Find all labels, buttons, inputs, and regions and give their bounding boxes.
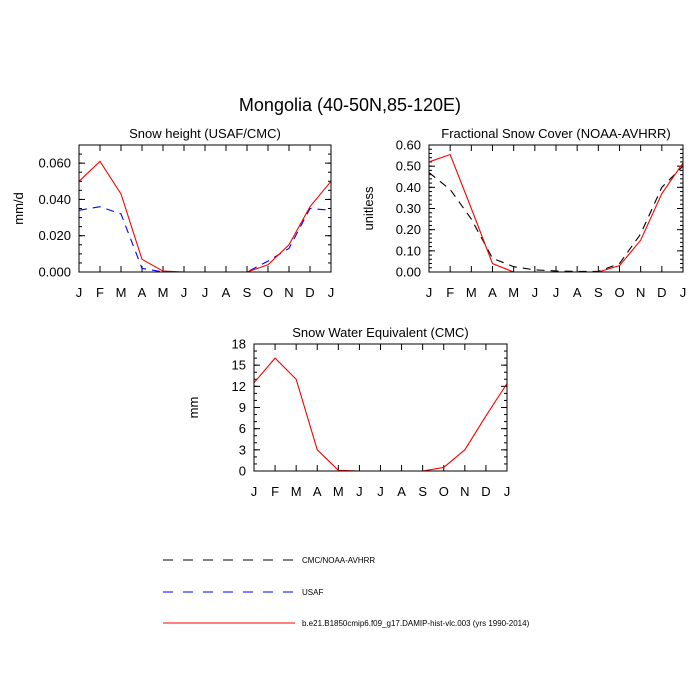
x-tick-label: A xyxy=(313,484,322,499)
x-tick-label: A xyxy=(138,285,147,300)
x-tick-label: N xyxy=(460,484,469,499)
y-axis-label: unitless xyxy=(361,186,376,231)
y-tick-label: 0.000 xyxy=(38,265,71,280)
legend-label: USAF xyxy=(302,588,323,597)
plot-frame xyxy=(428,144,684,273)
x-tick-label: J xyxy=(377,484,384,499)
legend: CMC/NOAA-AVHRR USAF b.e21.B1850cmip6.f09_g… xyxy=(163,556,530,628)
legend-entry: b.e21.B1850cmip6.f09_g17.DAMIP-hist-vlc.… xyxy=(163,619,530,628)
figure-title: Mongolia (40-50N,85-120E) xyxy=(239,95,461,115)
chart-title: Snow Water Equivalent (CMC) xyxy=(292,325,469,340)
y-tick-label: 12 xyxy=(232,379,246,394)
x-tick-label: J xyxy=(251,484,258,499)
y-tick-label: 0.20 xyxy=(396,222,421,237)
plot-frame xyxy=(253,343,508,472)
legend-entry: CMC/NOAA-AVHRR xyxy=(163,556,375,565)
x-tick-label: F xyxy=(96,285,104,300)
x-tick-label: J xyxy=(202,285,209,300)
x-tick-label: J xyxy=(328,285,335,300)
x-tick-label: S xyxy=(418,484,427,499)
plot-frame xyxy=(78,144,332,273)
series-line-cmc-noaa-avhrr xyxy=(428,165,684,272)
x-tick-label: M xyxy=(158,285,169,300)
x-tick-label: S xyxy=(594,285,603,300)
y-tick-label: 3 xyxy=(239,442,246,457)
chart-panel-2: Fractional Snow Cover (NOAA-AVHRR) unitle… xyxy=(361,126,686,300)
y-tick-label: 0.040 xyxy=(38,192,71,207)
y-tick-label: 0.40 xyxy=(396,180,421,195)
x-tick-label: J xyxy=(532,285,539,300)
y-tick-label: 6 xyxy=(239,421,246,436)
x-tick-label: M xyxy=(508,285,519,300)
y-tick-label: 0.00 xyxy=(396,265,421,280)
x-tick-label: A xyxy=(573,285,582,300)
x-tick-label: J xyxy=(553,285,560,300)
y-tick-label: 0 xyxy=(239,464,246,479)
x-tick-label: J xyxy=(76,285,83,300)
y-tick-label: 0.60 xyxy=(396,138,421,153)
x-tick-label: D xyxy=(481,484,490,499)
y-axis-label: mm/d xyxy=(11,192,26,225)
y-tick-label: 9 xyxy=(239,400,246,415)
x-tick-label: O xyxy=(263,285,273,300)
x-tick-label: J xyxy=(181,285,188,300)
x-tick-label: N xyxy=(284,285,293,300)
chart-panel-3: Snow Water Equivalent (CMC) mm 0 3 6 9 12 15 18 J… xyxy=(186,325,510,499)
chart-title: Snow height (USAF/CMC) xyxy=(129,126,281,141)
y-tick-label: 0.020 xyxy=(38,228,71,243)
x-tick-label: A xyxy=(397,484,406,499)
x-tick-label: M xyxy=(333,484,344,499)
y-tick-label: 0.50 xyxy=(396,159,421,174)
y-tick-label: 0.30 xyxy=(396,201,421,216)
x-tick-label: J xyxy=(426,285,433,300)
x-tick-label: A xyxy=(222,285,231,300)
legend-label: b.e21.B1850cmip6.f09_g17.DAMIP-hist-vlc.… xyxy=(302,619,530,628)
x-tick-label: J xyxy=(504,484,511,499)
y-tick-label: 0.060 xyxy=(38,156,71,171)
x-tick-label: A xyxy=(488,285,497,300)
x-tick-label: F xyxy=(271,484,279,499)
chart-panel-1: Snow height (USAF/CMC) mm/d 0.000 0.020 0.04… xyxy=(11,126,334,300)
series-line-b-e21-b1850cmip6-f09-g17-damip-hist-vlc-003-yrs-1990-2014 xyxy=(253,357,508,472)
chart-panels: Snow height (USAF/CMC)mm/d0.0000.0200.04… xyxy=(11,126,686,499)
series-line-b-e21-b1850cmip6-f09-g17-damip-hist-vlc-003-yrs-1990-2014 xyxy=(78,160,332,273)
legend-entry: USAF xyxy=(163,588,323,597)
x-tick-label: J xyxy=(680,285,687,300)
x-tick-label: O xyxy=(439,484,449,499)
x-tick-label: D xyxy=(657,285,666,300)
x-tick-label: O xyxy=(614,285,624,300)
x-tick-label: F xyxy=(446,285,454,300)
series-line-usaf xyxy=(78,206,332,273)
x-tick-label: N xyxy=(636,285,645,300)
x-tick-label: S xyxy=(243,285,252,300)
y-tick-label: 0.10 xyxy=(396,243,421,258)
chart-title: Fractional Snow Cover (NOAA-AVHRR) xyxy=(441,126,670,141)
x-tick-label: D xyxy=(305,285,314,300)
x-tick-label: J xyxy=(356,484,363,499)
y-tick-label: 18 xyxy=(232,337,246,352)
x-tick-label: M xyxy=(466,285,477,300)
y-tick-label: 15 xyxy=(232,358,246,373)
x-tick-label: M xyxy=(116,285,127,300)
x-tick-label: M xyxy=(291,484,302,499)
legend-label: CMC/NOAA-AVHRR xyxy=(302,556,375,565)
y-axis-label: mm xyxy=(186,397,201,419)
